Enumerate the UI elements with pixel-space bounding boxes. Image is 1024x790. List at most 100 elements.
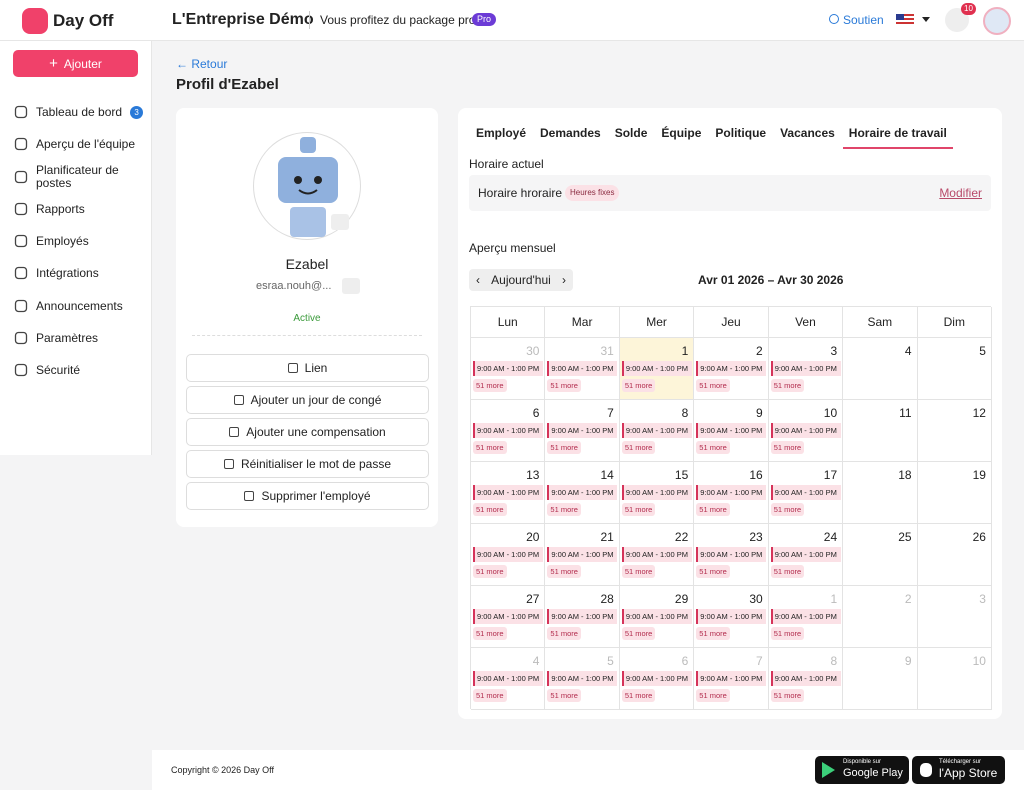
email-camera[interactable] [342,278,360,294]
shift[interactable]: 9:00 AM - 1:00 PM [547,485,618,500]
shift[interactable]: 9:00 AM - 1:00 PM [547,547,618,562]
action-button[interactable]: Ajouter un jour de congé [186,386,429,414]
tab[interactable]: Équipe [661,126,702,140]
more-link[interactable]: 51 more [770,689,805,702]
more-link[interactable]: 51 more [696,503,730,516]
more-link[interactable]: 51 more [696,689,730,702]
shift[interactable]: 9:00 AM - 1:00 PM [621,485,692,500]
tab[interactable]: Politique [715,126,767,140]
shift[interactable]: 9:00 AM - 1:00 PM [696,361,767,376]
shift[interactable]: 9:00 AM - 1:00 PM [473,361,543,376]
day-cell[interactable]: 29 9:00 AM - 1:00 PM 51 more [619,586,695,648]
day-cell[interactable]: 1 9:00 AM - 1:00 PM 51 more [768,586,844,648]
more-link[interactable]: 51 more [621,689,656,702]
action-button[interactable]: Lien [186,354,429,382]
google-play-badge[interactable]: Disponible sur Google Play [815,756,909,784]
nav-item[interactable]: Rapports [14,202,144,216]
more-link[interactable]: 51 more [547,565,581,578]
shift[interactable]: 9:00 AM - 1:00 PM [770,671,841,686]
day-cell[interactable]: 4 9:00 AM - 1:00 PM 51 more [471,648,546,710]
more-link[interactable]: 51 more [621,565,656,578]
more-link[interactable]: 51 more [770,627,805,640]
day-cell[interactable]: 23 9:00 AM - 1:00 PM 51 more [694,524,769,586]
day-cell[interactable]: 6 9:00 AM - 1:00 PM 51 more [471,400,546,462]
day-cell[interactable]: 9 [843,648,918,710]
shift[interactable]: 9:00 AM - 1:00 PM [696,671,767,686]
action-button[interactable]: Supprimer l'employé [186,482,429,510]
day-cell[interactable]: 26 [917,524,992,586]
day-cell[interactable]: 21 9:00 AM - 1:00 PM 51 more [545,524,620,586]
day-cell[interactable]: 3 [917,586,992,648]
day-cell[interactable]: 28 9:00 AM - 1:00 PM 51 more [545,586,620,648]
more-link[interactable]: 51 more [770,379,805,392]
nav-item[interactable]: Employés [14,234,144,248]
day-cell[interactable]: 25 [843,524,918,586]
more-link[interactable]: 51 more [696,379,730,392]
shift[interactable]: 9:00 AM - 1:00 PM [621,361,692,376]
action-button[interactable]: Ajouter une compensation [186,418,429,446]
day-cell[interactable]: 30 9:00 AM - 1:00 PM 51 more [694,586,769,648]
shift[interactable]: 9:00 AM - 1:00 PM [696,547,767,562]
day-cell[interactable]: 7 9:00 AM - 1:00 PM 51 more [694,648,769,710]
today-button[interactable]: Aujourd'hui [491,273,551,287]
shift[interactable]: 9:00 AM - 1:00 PM [696,609,767,624]
shift[interactable]: 9:00 AM - 1:00 PM [621,671,692,686]
tab[interactable]: Employé [476,126,527,140]
day-cell[interactable]: 16 9:00 AM - 1:00 PM 51 more [694,462,769,524]
day-cell[interactable]: 19 [917,462,992,524]
more-link[interactable]: 51 more [473,379,507,392]
next[interactable]: › [561,273,566,287]
day-cell[interactable]: 10 9:00 AM - 1:00 PM 51 more [768,400,844,462]
more-link[interactable]: 51 more [547,503,581,516]
tab[interactable]: Demandes [540,126,601,140]
day-cell[interactable]: 4 [843,338,918,400]
more-link[interactable]: 51 more [770,565,805,578]
day-cell[interactable]: 31 9:00 AM - 1:00 PM 51 more [545,338,620,400]
more-link[interactable]: 51 more [696,565,730,578]
dropdown-caret[interactable] [922,17,930,26]
shift[interactable]: 9:00 AM - 1:00 PM [770,485,841,500]
shift[interactable]: 9:00 AM - 1:00 PM [621,609,692,624]
more-link[interactable]: 51 more [621,379,656,392]
day-cell[interactable]: 14 9:00 AM - 1:00 PM 51 more [545,462,620,524]
day-cell[interactable]: 1 9:00 AM - 1:00 PM 51 more [619,338,695,400]
day-cell[interactable]: 7 9:00 AM - 1:00 PM 51 more [545,400,620,462]
nav-item[interactable]: Tableau de bord 3 [14,105,144,119]
day-cell[interactable]: 5 9:00 AM - 1:00 PM 51 more [545,648,620,710]
day-cell[interactable]: 5 [917,338,992,400]
shift[interactable]: 9:00 AM - 1:00 PM [473,547,543,562]
day-cell[interactable]: 8 9:00 AM - 1:00 PM 51 more [768,648,844,710]
app-store-badge[interactable]: Télécharger sur l'App Store [912,756,1005,784]
day-cell[interactable]: 24 9:00 AM - 1:00 PM 51 more [768,524,844,586]
edit-link[interactable]: Modifier [939,186,982,200]
more-link[interactable]: 51 more [473,689,507,702]
more-link[interactable]: 51 more [696,627,730,640]
day-cell[interactable]: 2 [843,586,918,648]
day-cell[interactable]: 17 9:00 AM - 1:00 PM 51 more [768,462,844,524]
nav-item[interactable]: Announcements [14,299,144,313]
tab-active[interactable]: Horaire de travail [842,126,953,149]
prev[interactable]: ‹ [476,273,480,287]
more-link[interactable]: 51 more [473,627,507,640]
nav-item[interactable]: Sécurité [14,363,144,377]
day-cell[interactable]: 30 9:00 AM - 1:00 PM 51 more [471,338,546,400]
shift[interactable]: 9:00 AM - 1:00 PM [696,423,767,438]
shift[interactable]: 9:00 AM - 1:00 PM [547,423,618,438]
shift[interactable]: 9:00 AM - 1:00 PM [473,485,543,500]
add-button[interactable]: + Ajouter [13,50,138,77]
shift[interactable]: 9:00 AM - 1:00 PM [473,609,543,624]
day-cell[interactable]: 22 9:00 AM - 1:00 PM 51 more [619,524,695,586]
action-button[interactable]: Réinitialiser le mot de passe [186,450,429,478]
nav-item[interactable]: Paramètres [14,331,144,345]
day-cell[interactable]: 9 9:00 AM - 1:00 PM 51 more [694,400,769,462]
shift[interactable]: 9:00 AM - 1:00 PM [547,609,618,624]
nav-item[interactable]: Planificateur de postes [14,164,144,190]
nav-item[interactable]: Aperçu de l'équipe [14,137,144,151]
more-link[interactable]: 51 more [547,379,581,392]
shift[interactable]: 9:00 AM - 1:00 PM [621,423,692,438]
day-cell[interactable]: 20 9:00 AM - 1:00 PM 51 more [471,524,546,586]
avatar[interactable] [983,7,1011,35]
photo-camera[interactable] [331,214,349,230]
more-link[interactable]: 51 more [621,503,656,516]
shift[interactable]: 9:00 AM - 1:00 PM [770,361,841,376]
